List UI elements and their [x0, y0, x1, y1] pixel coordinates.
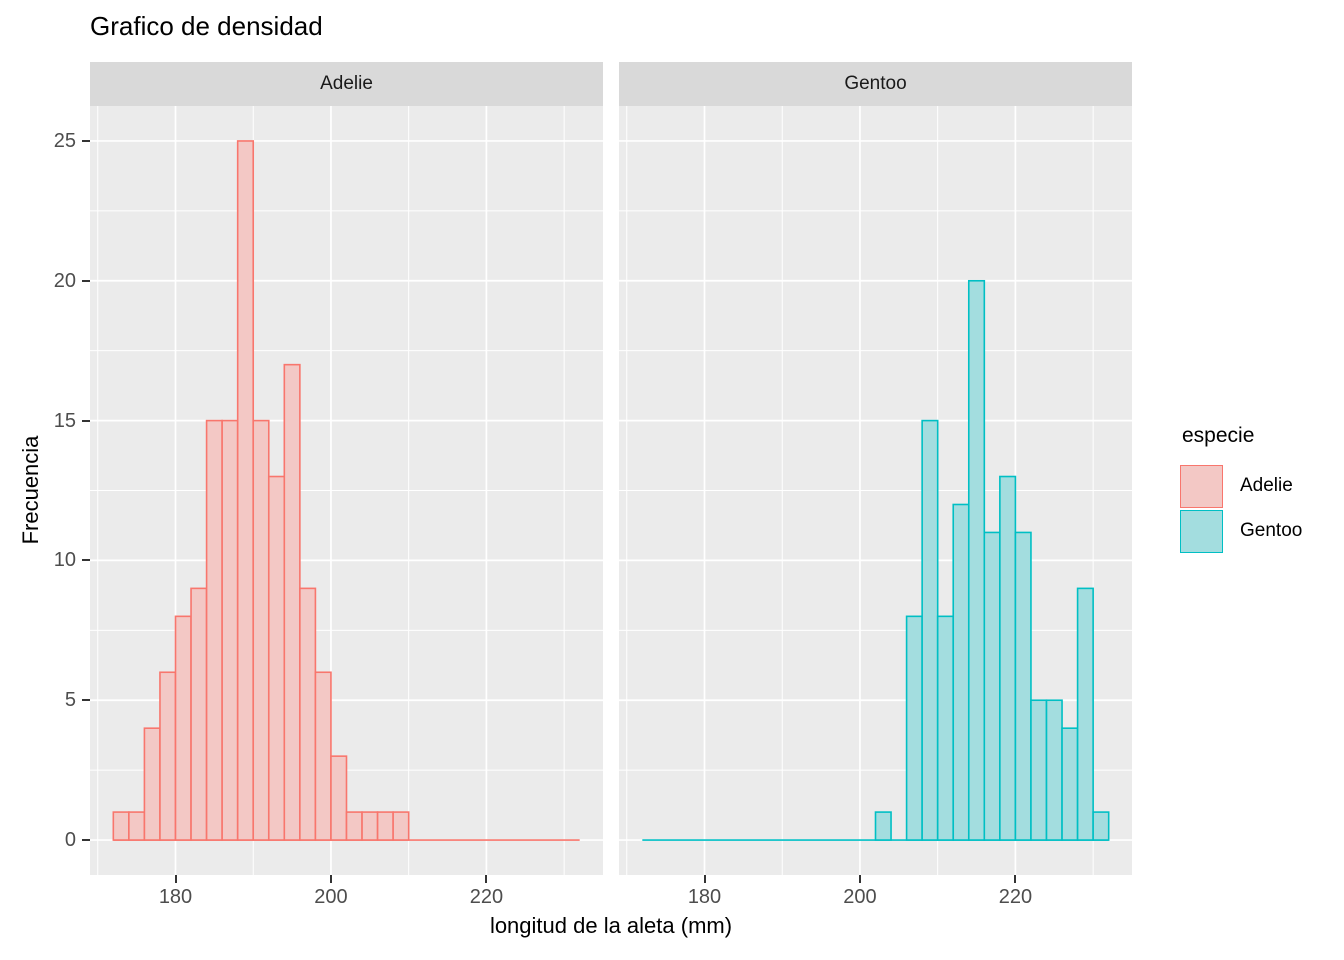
histogram-bar [952, 503, 970, 841]
histogram-bar [174, 615, 192, 841]
facet-panel-gentoo [619, 106, 1132, 875]
histogram-bar [392, 811, 410, 841]
histogram-bar [921, 419, 939, 841]
x-tick-mark [485, 875, 488, 883]
x-tick-mark [703, 875, 706, 883]
legend-label-gentoo: Gentoo [1240, 520, 1303, 541]
x-tick-mark [1014, 875, 1017, 883]
y-tick-mark [82, 699, 90, 702]
x-tick-label: 220 [469, 886, 504, 908]
histogram-bar [190, 587, 208, 841]
histogram-bar [999, 475, 1017, 841]
x-axis-title: longitud de la aleta (mm) [489, 913, 733, 938]
y-tick-label: 15 [53, 409, 76, 432]
y-tick-mark [82, 139, 90, 142]
histogram-bar [221, 419, 239, 841]
x-tick-mark [174, 875, 177, 883]
y-tick-label: 10 [53, 549, 76, 572]
histogram-bar [299, 587, 317, 841]
x-tick-label: 180 [158, 886, 193, 908]
histogram-bar [1061, 727, 1079, 841]
histogram-bar [314, 671, 332, 841]
histogram-bar [330, 755, 348, 841]
histogram-bar [143, 727, 161, 841]
histogram-bar [905, 615, 923, 841]
histogram-bar [252, 419, 270, 841]
histogram-bar [283, 363, 301, 841]
y-tick-mark [82, 559, 90, 562]
histogram-bar [345, 811, 363, 841]
legend: especie Adelie Gentoo [1180, 424, 1302, 554]
legend-title: especie [1182, 424, 1255, 447]
x-tick-mark [329, 875, 332, 883]
x-tick-label: 200 [314, 886, 348, 908]
facet-strip-adelie-label: Adelie [320, 73, 373, 94]
histogram-bar [112, 811, 130, 841]
legend-swatch-adelie [1180, 464, 1223, 508]
facet-strip-adelie: Adelie [90, 62, 603, 106]
y-tick-mark [82, 839, 90, 842]
legend-item-adelie: Adelie [1180, 464, 1302, 508]
histogram-bar [1014, 531, 1032, 841]
x-tick-label: 220 [998, 886, 1033, 908]
histogram-bar [128, 811, 146, 841]
histogram-bar [361, 811, 379, 841]
histogram-bar [1030, 699, 1048, 841]
histogram-bar [1092, 811, 1110, 841]
histogram-bar [1076, 587, 1094, 841]
x-tick-label: 180 [687, 886, 722, 908]
histogram-bar [267, 475, 286, 841]
histogram-bar [1045, 699, 1063, 841]
histogram-bar [205, 419, 223, 841]
legend-item-gentoo: Gentoo [1180, 509, 1302, 553]
histogram-bar [967, 279, 986, 841]
histogram-bar [159, 671, 177, 841]
histogram-bar [874, 811, 892, 841]
y-axis-title: Frecuencia [18, 435, 43, 545]
x-tick-mark [858, 875, 861, 883]
histogram-bar [983, 531, 1001, 841]
y-tick-mark [82, 279, 90, 282]
histogram-bar [936, 615, 955, 841]
y-tick-mark [82, 419, 90, 422]
legend-label-adelie: Adelie [1240, 475, 1293, 496]
histogram-bar [236, 140, 255, 841]
facet-panel-adelie [90, 106, 603, 875]
plot-title: Grafico de densidad [90, 11, 323, 41]
x-tick-label: 200 [843, 886, 877, 908]
y-tick-label: 20 [53, 269, 76, 292]
facet-strip-gentoo: Gentoo [619, 62, 1132, 106]
y-tick-label: 0 [64, 829, 76, 852]
facet-strip-gentoo-label: Gentoo [844, 73, 907, 94]
y-tick-label: 5 [64, 689, 76, 712]
y-tick-label: 25 [53, 129, 76, 152]
legend-swatch-gentoo [1180, 509, 1223, 553]
histogram-bar [376, 811, 394, 841]
